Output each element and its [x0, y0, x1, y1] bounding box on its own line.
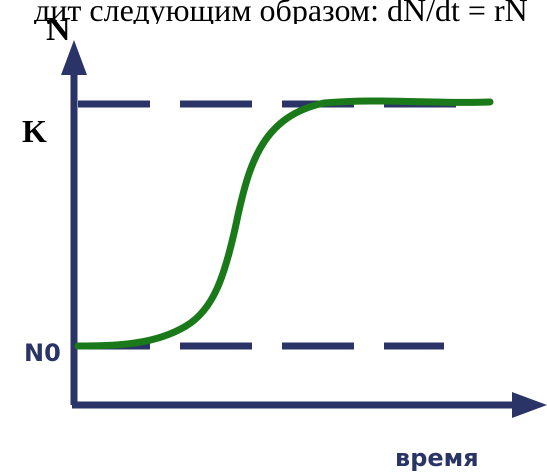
- x-axis-label: время: [395, 444, 479, 472]
- carrying-capacity-label: K: [22, 113, 47, 149]
- y-axis-arrowhead: [61, 40, 87, 75]
- y-axis-label: N: [46, 11, 71, 48]
- cropped-header-text: дит следующим образом: dN/dt = rN: [34, 0, 528, 28]
- logistic-growth-curve: [74, 97, 494, 350]
- initial-level-label: N0: [24, 339, 61, 367]
- x-axis-arrowhead: [512, 392, 547, 418]
